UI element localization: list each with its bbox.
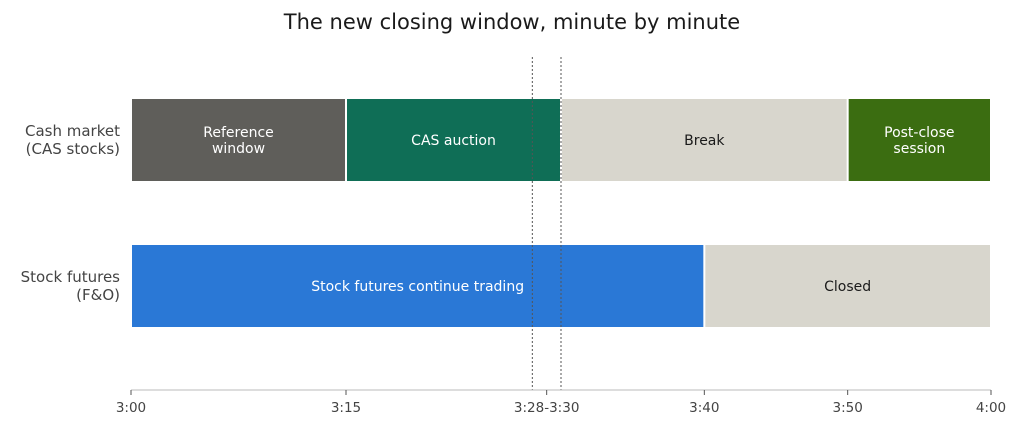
timeline-segment — [705, 245, 990, 327]
segment-label: session — [893, 141, 945, 157]
timeline-segment — [562, 99, 847, 181]
x-tick-label: 3:28-3:30 — [514, 400, 580, 416]
segment-label: window — [212, 141, 265, 157]
segment-label: Reference — [203, 125, 274, 141]
x-tick-label: 3:00 — [116, 400, 146, 416]
row-label: Stock futures — [21, 268, 121, 286]
segment-label: Break — [684, 133, 725, 149]
x-tick-label: 3:50 — [833, 400, 863, 416]
segment-label: Stock futures continue trading — [311, 279, 524, 295]
x-tick-label: 3:40 — [689, 400, 719, 416]
segment-label: Post-close — [884, 125, 954, 141]
row-label: (F&O) — [76, 286, 120, 304]
segment-label: CAS auction — [411, 133, 496, 149]
segment-label: Closed — [824, 279, 871, 295]
timeline-segment — [347, 99, 560, 181]
x-tick-label: 3:15 — [331, 400, 361, 416]
row-label: (CAS stocks) — [26, 140, 120, 158]
timeline-segment — [132, 99, 345, 181]
timeline-segment — [848, 99, 990, 181]
x-tick-label: 4:00 — [976, 400, 1006, 416]
chart-title: The new closing window, minute by minute — [283, 10, 741, 34]
row-label: Cash market — [25, 122, 120, 140]
timeline-segment — [132, 245, 704, 327]
